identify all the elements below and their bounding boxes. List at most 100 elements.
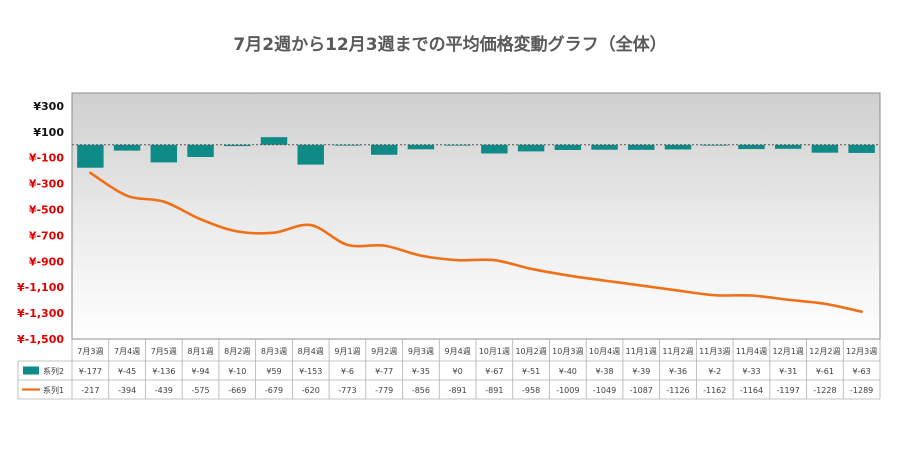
bar [811, 144, 839, 153]
data-label: -1197 [777, 386, 800, 395]
data-label: -891 [485, 386, 503, 395]
bar [77, 144, 104, 168]
legend-label: 系列2 [43, 366, 64, 376]
bar [517, 144, 545, 152]
bar [407, 144, 435, 150]
bar [260, 137, 288, 145]
bar [113, 144, 141, 151]
data-label: -217 [81, 386, 99, 395]
x-tick-label: 12月1週 [773, 347, 804, 356]
data-label: -1228 [813, 386, 836, 395]
x-tick-label: 12月2週 [809, 347, 840, 356]
data-label: ¥-153 [299, 367, 322, 376]
y-tick-label: ¥-1,300 [17, 307, 64, 320]
data-label: ¥-36 [669, 367, 687, 376]
data-label: ¥-61 [816, 367, 834, 376]
bar [664, 144, 692, 150]
data-label: ¥-2 [708, 367, 721, 376]
y-tick-label: ¥100 [33, 126, 64, 139]
data-label: -575 [191, 386, 209, 395]
bar [774, 144, 802, 149]
x-tick-label: 10月2週 [515, 347, 546, 356]
x-tick-label: 8月2週 [224, 347, 250, 356]
x-tick-label: 10月1週 [479, 347, 510, 356]
x-tick-label: 7月4週 [114, 347, 140, 356]
bar [370, 144, 398, 155]
data-label: -1009 [556, 386, 579, 395]
data-label: ¥-51 [522, 367, 540, 376]
data-label: ¥-63 [853, 367, 871, 376]
y-tick-label: ¥-1,100 [17, 281, 64, 294]
data-label: -669 [228, 386, 246, 395]
bar [738, 144, 765, 150]
x-tick-label: 11月2週 [662, 347, 693, 356]
data-label: -1126 [666, 386, 689, 395]
bar [150, 144, 178, 163]
x-tick-label: 11月1週 [626, 347, 657, 356]
data-label: -856 [412, 386, 430, 395]
data-label: ¥0 [453, 367, 463, 376]
bar [187, 144, 214, 157]
x-tick-label: 9月2週 [371, 347, 397, 356]
x-tick-label: 7月5週 [151, 347, 177, 356]
data-label: -1289 [850, 386, 873, 395]
bar [297, 144, 324, 165]
x-tick-label: 8月3週 [261, 347, 287, 356]
y-tick-label: ¥-300 [29, 178, 65, 191]
data-label: -773 [338, 386, 356, 395]
bar [701, 144, 728, 146]
y-tick-label: ¥-1,500 [17, 333, 64, 346]
x-tick-label: 10月4週 [589, 347, 620, 356]
bar [224, 144, 251, 147]
y-tick-label: ¥300 [33, 100, 64, 113]
data-label: ¥-38 [595, 367, 613, 376]
data-label: -891 [449, 386, 467, 395]
data-label: -620 [302, 386, 320, 395]
data-label: -394 [118, 386, 136, 395]
bar [591, 144, 618, 150]
data-label: -679 [265, 386, 283, 395]
plot-area [71, 92, 881, 340]
x-tick-label: 9月1週 [334, 347, 360, 356]
legend-label: 系列1 [43, 385, 64, 395]
data-label: ¥-136 [152, 367, 175, 376]
data-label: -958 [522, 386, 540, 395]
data-label: -1162 [703, 386, 726, 395]
y-axis: ¥300 ¥100 ¥-100 ¥-300 ¥-500 ¥-700 ¥-900 ¥-1,100… [17, 100, 64, 346]
data-label: ¥-45 [118, 367, 136, 376]
series-line [89, 171, 863, 313]
data-label: ¥59 [266, 367, 281, 376]
data-label: ¥-10 [228, 367, 246, 376]
data-label: ¥-177 [79, 367, 102, 376]
legend-swatch-bar [23, 366, 39, 375]
data-label: -779 [375, 386, 393, 395]
data-label: ¥-33 [742, 367, 760, 376]
data-label: ¥-6 [341, 367, 354, 376]
data-label: ¥-39 [632, 367, 650, 376]
bar [554, 144, 582, 150]
data-table: 7月3週 7月4週 7月5週 8月1週 8月2週 8月3週 8月4週 9月1週 9月2週 9月3週… [17, 339, 881, 400]
x-tick-label: 8月1週 [187, 347, 213, 356]
y-tick-label: ¥-100 [29, 152, 65, 165]
x-tick-label: 8月4週 [298, 347, 324, 356]
bar [334, 144, 361, 146]
bar [481, 144, 508, 154]
data-label: ¥-67 [485, 367, 503, 376]
x-tick-label: 11月4週 [736, 347, 767, 356]
x-tick-label: 7月3週 [77, 347, 103, 356]
y-tick-label: ¥-900 [29, 255, 65, 268]
x-tick-label: 10月3週 [552, 347, 583, 356]
data-label: -1049 [593, 386, 616, 395]
data-label: ¥-31 [779, 367, 797, 376]
y-tick-label: ¥-700 [29, 229, 65, 242]
data-label: -439 [155, 386, 173, 395]
bar [848, 144, 875, 153]
data-label: -1164 [740, 386, 763, 395]
x-tick-label: 12月3週 [846, 347, 877, 356]
data-label: ¥-94 [191, 367, 209, 376]
y-tick-label: ¥-500 [29, 204, 65, 217]
data-label: ¥-35 [412, 367, 430, 376]
data-label: ¥-40 [559, 367, 577, 376]
